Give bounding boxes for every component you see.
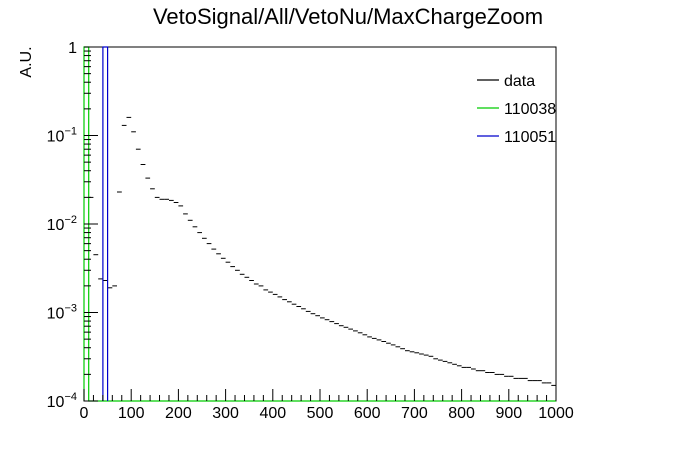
x-tick-label: 300 [212,405,239,422]
series-110051-outline [102,46,109,401]
y-axis-label: A.U. [18,46,35,77]
series-layer [83,46,556,402]
y-tick-label: 1 [68,40,77,57]
series-data [84,116,556,402]
plot-frame [83,46,557,402]
x-tick-label: 700 [401,405,428,422]
x-tick-label: 500 [307,405,334,422]
legend: data 110038 110051 [477,73,556,146]
legend-label: data [504,73,535,90]
y-tick-label: 10−2 [47,214,77,234]
y-tick-label: 10−1 [47,126,77,146]
x-tick-label: 600 [354,405,381,422]
series-110038-outline [83,46,556,402]
chart-title: VetoSignal/All/VetoNu/MaxChargeZoom [153,4,543,29]
y-axis: 10−4 10−3 10−2 10−1 1 [47,40,98,411]
x-axis: 0 100 200 300 400 500 600 700 800 900 1000 [80,389,574,422]
legend-label: 110051 [504,129,556,146]
y-tick-label: 10−3 [47,303,77,323]
y-tick-label: 10−4 [47,391,77,411]
x-tick-label: 200 [165,405,192,422]
x-tick-label: 0 [80,405,89,422]
x-tick-label: 1000 [538,405,574,422]
x-tick-label: 900 [495,405,522,422]
series-110051 [102,46,109,401]
series-110038 [83,46,556,402]
x-tick-label: 400 [259,405,286,422]
x-tick-label: 100 [118,405,145,422]
legend-label: 110038 [504,101,556,118]
x-tick-label: 800 [448,405,475,422]
